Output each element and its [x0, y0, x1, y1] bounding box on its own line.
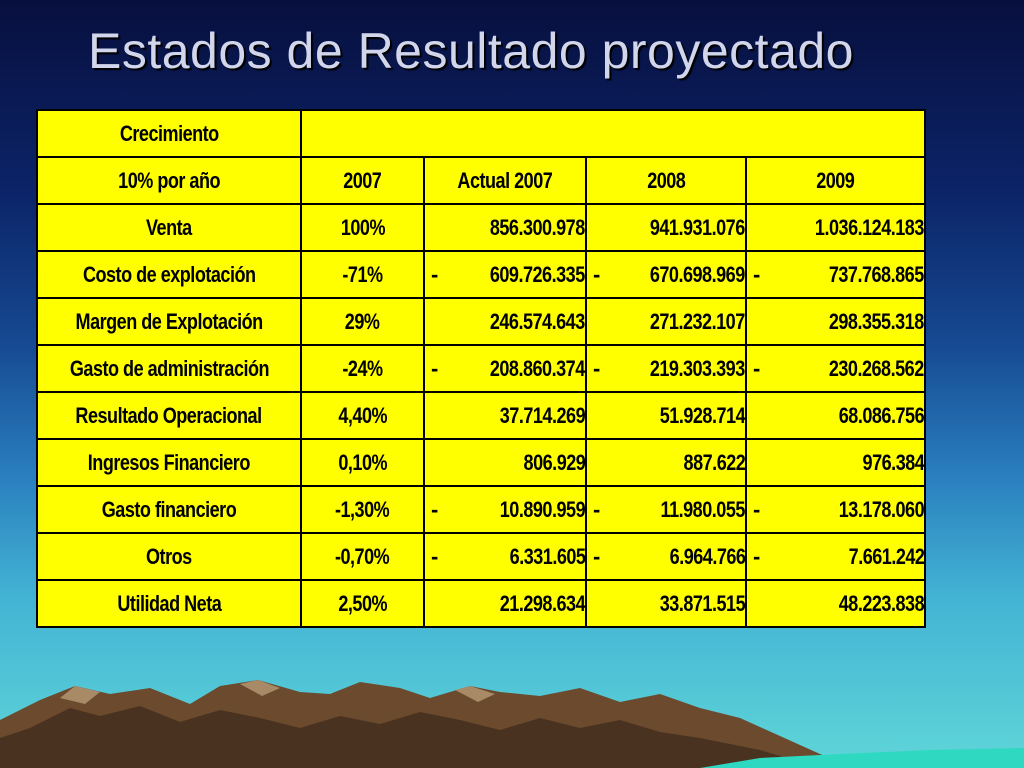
row-label-cell: Otros	[36, 532, 302, 581]
row-value-cell-2: -11.980.055	[585, 485, 747, 534]
row-value-cell-1: -208.860.374	[423, 344, 587, 393]
empty-header-cell	[300, 109, 926, 158]
row-value-cell-2: 51.928.714	[585, 391, 747, 440]
negative-sign: -	[593, 355, 600, 381]
table-header-row-years: 10% por año 2007 Actual 2007 2008 2009	[36, 156, 926, 205]
negative-sign: -	[593, 496, 600, 522]
negative-sign: -	[753, 496, 760, 522]
negative-sign: -	[593, 543, 600, 569]
row-value-cell-1: 37.714.269	[423, 391, 587, 440]
negative-sign: -	[753, 543, 760, 569]
income-statement-table: Crecimiento 10% por año 2007 Actual 2007…	[36, 109, 926, 628]
row-value-cell-2: 271.232.107	[585, 297, 747, 346]
row-percent-cell: 4,40%	[300, 391, 425, 440]
row-value-cell-1: 806.929	[423, 438, 587, 487]
year-header-2008: 2008	[585, 156, 747, 205]
row-value-cell-1: -6.331.605	[423, 532, 587, 581]
table-header-row-growth: Crecimiento	[36, 109, 926, 158]
row-value-cell-3: 48.223.838	[745, 579, 926, 628]
negative-sign: -	[431, 355, 438, 381]
row-value-cell-3: 68.086.756	[745, 391, 926, 440]
negative-sign: -	[753, 261, 760, 287]
row-value-cell-2: -670.698.969	[585, 250, 747, 299]
negative-sign: -	[431, 543, 438, 569]
table-row: Ingresos Financiero 0,10% 806.929 887.622 97…	[36, 438, 926, 487]
row-value-cell-2: 887.622	[585, 438, 747, 487]
negative-sign: -	[431, 496, 438, 522]
row-value-cell-3: 298.355.318	[745, 297, 926, 346]
row-percent-cell: 29%	[300, 297, 425, 346]
row-value-cell-1: -609.726.335	[423, 250, 587, 299]
slide-title: Estados de Resultado proyectado	[88, 23, 854, 79]
table-row: Gasto de administración -24% -208.860.374-…	[36, 344, 926, 393]
row-label-cell: Ingresos Financiero	[36, 438, 302, 487]
mountain-landscape-illustration	[0, 680, 1024, 768]
table-row: Venta 100% 856.300.978 941.931.076 1.036.124…	[36, 203, 926, 252]
table-row: Costo de explotación -71% -609.726.335-670…	[36, 250, 926, 299]
row-value-cell-3: 976.384	[745, 438, 926, 487]
negative-sign: -	[593, 261, 600, 287]
row-label-cell: Margen de Explotación	[36, 297, 302, 346]
table-row: Otros -0,70% -6.331.605-6.964.766-7.661.24…	[36, 532, 926, 581]
row-value-cell-3: -230.268.562	[745, 344, 926, 393]
negative-sign: -	[753, 355, 760, 381]
row-value-cell-2: -6.964.766	[585, 532, 747, 581]
table-row: Utilidad Neta 2,50% 21.298.634 33.871.515 48…	[36, 579, 926, 628]
growth-rate-cell: 10% por año	[36, 156, 302, 205]
row-value-cell-3: -7.661.242	[745, 532, 926, 581]
income-statement-table-container: Crecimiento 10% por año 2007 Actual 2007…	[36, 109, 926, 628]
row-value-cell-1: 21.298.634	[423, 579, 587, 628]
row-value-cell-1: 246.574.643	[423, 297, 587, 346]
year-header-2009: 2009	[745, 156, 926, 205]
row-percent-cell: -0,70%	[300, 532, 425, 581]
row-percent-cell: 100%	[300, 203, 425, 252]
row-value-cell-2: 941.931.076	[585, 203, 747, 252]
row-percent-cell: -71%	[300, 250, 425, 299]
row-percent-cell: 2,50%	[300, 579, 425, 628]
row-percent-cell: -24%	[300, 344, 425, 393]
row-percent-cell: -1,30%	[300, 485, 425, 534]
row-label-cell: Costo de explotación	[36, 250, 302, 299]
row-percent-cell: 0,10%	[300, 438, 425, 487]
negative-sign: -	[431, 261, 438, 287]
row-value-cell-1: 856.300.978	[423, 203, 587, 252]
year-header-actual-2007: Actual 2007	[423, 156, 587, 205]
row-label-cell: Resultado Operacional	[36, 391, 302, 440]
table-row: Gasto financiero -1,30% -10.890.959-11.980…	[36, 485, 926, 534]
row-value-cell-2: 33.871.515	[585, 579, 747, 628]
year-header-2007: 2007	[300, 156, 425, 205]
table-row: Margen de Explotación 29% 246.574.643 271.2…	[36, 297, 926, 346]
row-value-cell-2: -219.303.393	[585, 344, 747, 393]
row-value-cell-1: -10.890.959	[423, 485, 587, 534]
row-label-cell: Gasto financiero	[36, 485, 302, 534]
table-row: Resultado Operacional 4,40% 37.714.269 51.9…	[36, 391, 926, 440]
row-value-cell-3: 1.036.124.183	[745, 203, 926, 252]
row-value-cell-3: -737.768.865	[745, 250, 926, 299]
row-label-cell: Utilidad Neta	[36, 579, 302, 628]
row-label-cell: Gasto de administración	[36, 344, 302, 393]
row-label-cell: Venta	[36, 203, 302, 252]
row-value-cell-3: -13.178.060	[745, 485, 926, 534]
growth-header-cell: Crecimiento	[36, 109, 302, 158]
